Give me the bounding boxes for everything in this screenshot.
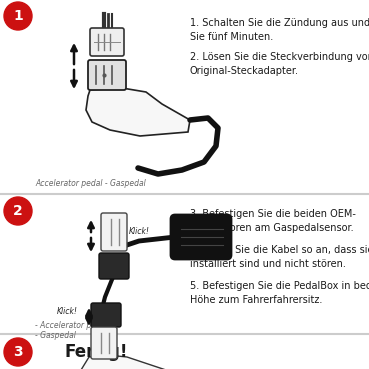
Text: 4. Legen Sie die Kabel so an, dass sie fest: 4. Legen Sie die Kabel so an, dass sie f… (190, 245, 369, 255)
FancyBboxPatch shape (91, 303, 121, 327)
Text: Accelerator pedal - Gaspedal: Accelerator pedal - Gaspedal (35, 179, 146, 188)
FancyBboxPatch shape (171, 215, 231, 259)
FancyBboxPatch shape (91, 327, 117, 359)
Text: installiert sind und nicht stören.: installiert sind und nicht stören. (190, 259, 346, 269)
Circle shape (4, 2, 32, 30)
Polygon shape (81, 355, 185, 369)
Text: Klick!: Klick! (57, 307, 78, 315)
Circle shape (4, 197, 32, 225)
Text: Original-Steckadapter.: Original-Steckadapter. (190, 66, 299, 76)
Polygon shape (86, 88, 190, 136)
FancyBboxPatch shape (101, 213, 127, 251)
Text: - Gaspedal: - Gaspedal (35, 331, 76, 340)
Text: - Accelerator pedal: - Accelerator pedal (35, 321, 108, 330)
Text: Sie fünf Minuten.: Sie fünf Minuten. (190, 32, 273, 42)
Text: 3: 3 (13, 345, 23, 359)
Text: Konnektoren am Gaspedalsensor.: Konnektoren am Gaspedalsensor. (190, 223, 354, 233)
Text: 2: 2 (13, 204, 23, 218)
Text: Höhe zum Fahrerfahrersitz.: Höhe zum Fahrerfahrersitz. (190, 295, 323, 305)
Text: Klick!: Klick! (129, 227, 150, 235)
Text: 3. Befestigen Sie die beiden OEM-: 3. Befestigen Sie die beiden OEM- (190, 209, 356, 219)
Text: 2. Lösen Sie die Steckverbindung vom: 2. Lösen Sie die Steckverbindung vom (190, 52, 369, 62)
Text: Fertig!: Fertig! (65, 343, 128, 361)
Text: 1: 1 (13, 9, 23, 23)
Text: 1. Schalten Sie die Zündung aus und warten: 1. Schalten Sie die Zündung aus und wart… (190, 18, 369, 28)
FancyBboxPatch shape (99, 253, 129, 279)
FancyBboxPatch shape (88, 60, 126, 90)
FancyBboxPatch shape (90, 28, 124, 56)
Text: 5. Befestigen Sie die PedalBox in bequemer: 5. Befestigen Sie die PedalBox in bequem… (190, 281, 369, 291)
Circle shape (4, 338, 32, 366)
